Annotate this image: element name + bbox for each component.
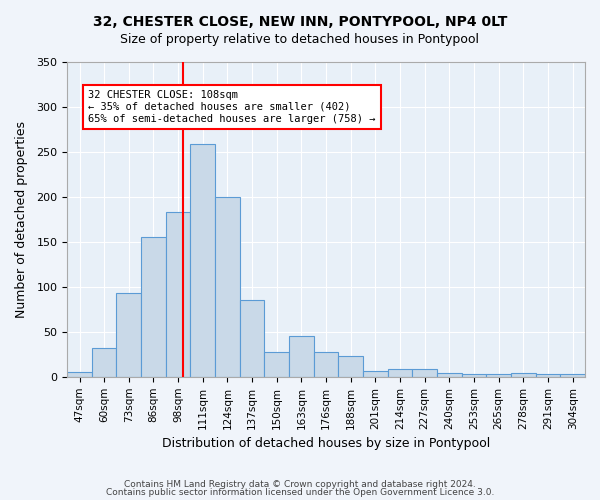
Bar (511, 373, 536, 377)
Bar (338, 356, 363, 377)
Bar (462, 374, 487, 377)
Bar (166, 212, 190, 377)
Bar (289, 336, 314, 377)
Text: 32 CHESTER CLOSE: 108sqm
← 35% of detached houses are smaller (402)
65% of semi-: 32 CHESTER CLOSE: 108sqm ← 35% of detach… (88, 90, 376, 124)
Bar (67, 372, 92, 377)
Bar (437, 373, 462, 377)
Bar (314, 352, 338, 377)
Bar (215, 196, 240, 377)
Bar (92, 348, 116, 377)
Bar (190, 144, 215, 377)
Bar (487, 374, 511, 377)
Text: Size of property relative to detached houses in Pontypool: Size of property relative to detached ho… (121, 32, 479, 46)
X-axis label: Distribution of detached houses by size in Pontypool: Distribution of detached houses by size … (162, 437, 490, 450)
Y-axis label: Number of detached properties: Number of detached properties (15, 120, 28, 318)
Bar (363, 372, 388, 377)
Bar (141, 237, 166, 377)
Bar (240, 300, 265, 377)
Bar (265, 352, 289, 377)
Text: Contains HM Land Registry data © Crown copyright and database right 2024.: Contains HM Land Registry data © Crown c… (124, 480, 476, 489)
Bar (388, 368, 412, 377)
Text: 32, CHESTER CLOSE, NEW INN, PONTYPOOL, NP4 0LT: 32, CHESTER CLOSE, NEW INN, PONTYPOOL, N… (93, 15, 507, 29)
Text: Contains public sector information licensed under the Open Government Licence 3.: Contains public sector information licen… (106, 488, 494, 497)
Bar (536, 374, 560, 377)
Bar (560, 374, 585, 377)
Bar (412, 368, 437, 377)
Bar (116, 293, 141, 377)
